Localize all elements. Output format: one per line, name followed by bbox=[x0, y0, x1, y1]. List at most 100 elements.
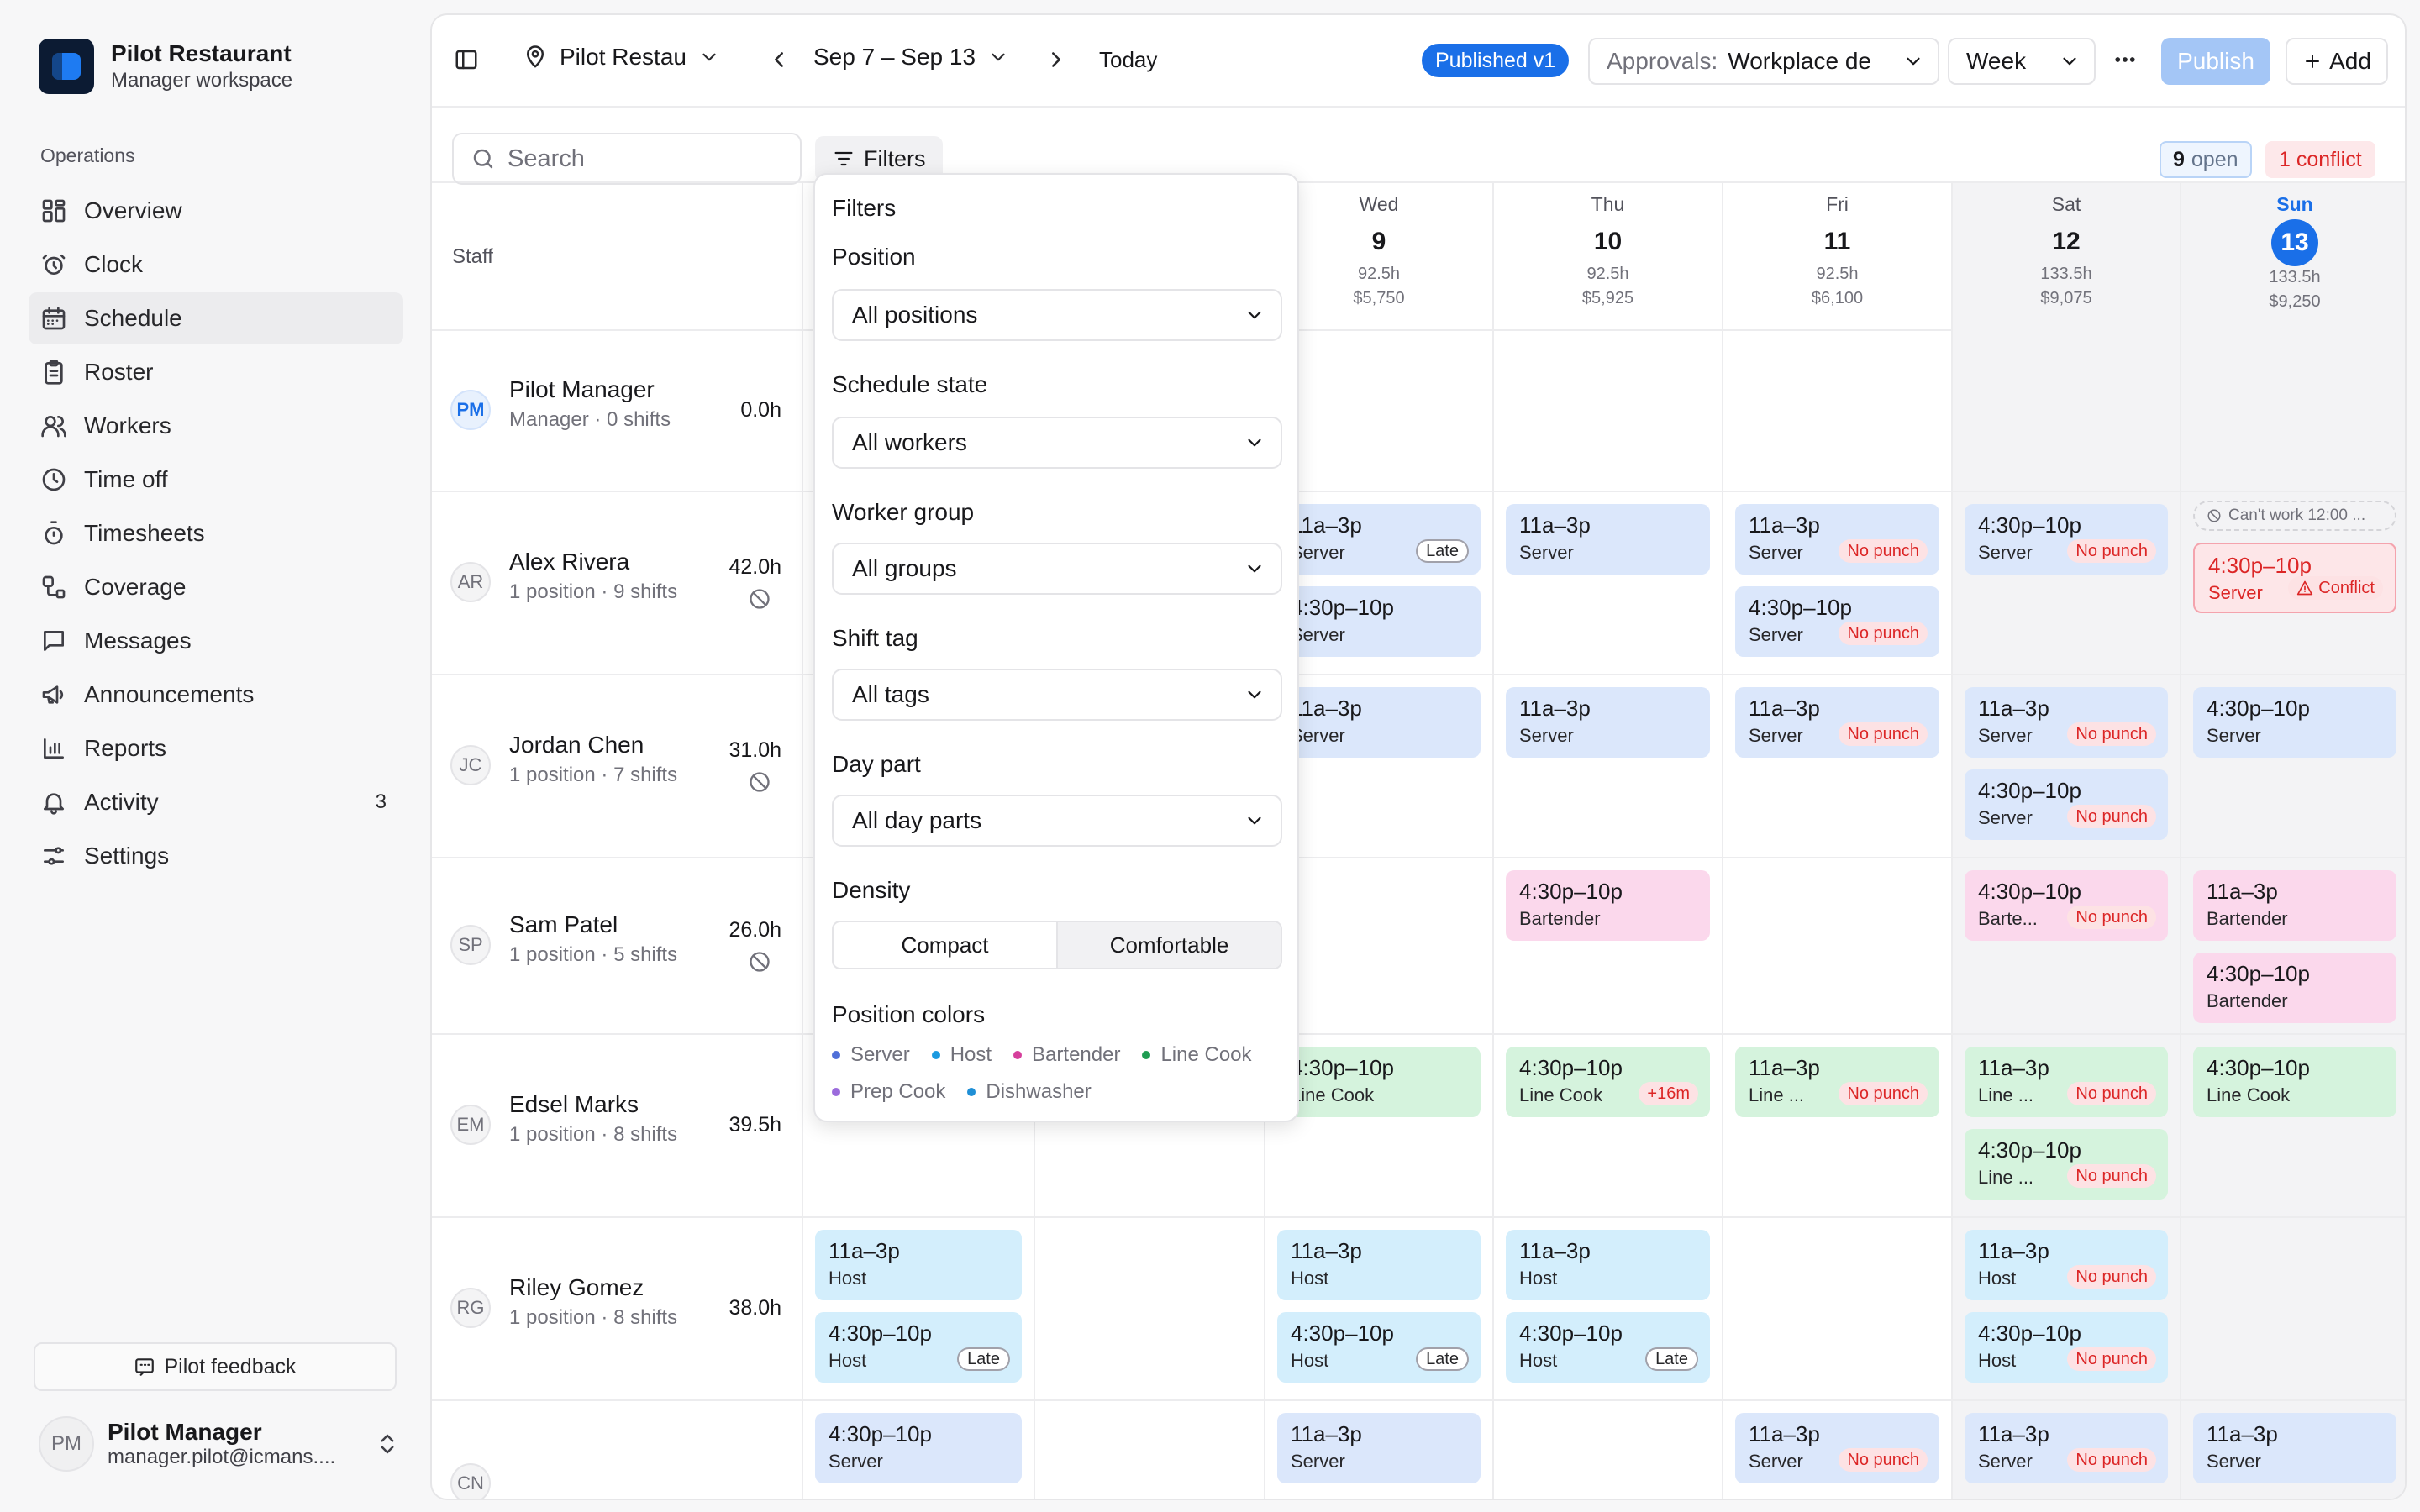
density-comfortable-option[interactable]: Comfortable bbox=[1056, 922, 1281, 968]
shift-card[interactable]: 4:30p–10p Host Late bbox=[815, 1312, 1022, 1383]
sidebar-item-coverage[interactable]: Coverage bbox=[29, 561, 403, 613]
shift-card[interactable]: 11a–3p Server No punch bbox=[1735, 687, 1939, 758]
shift-card[interactable]: 11a–3p Server bbox=[1277, 687, 1481, 758]
previous-week-button[interactable] bbox=[766, 47, 792, 72]
day-cell[interactable] bbox=[2180, 1218, 2405, 1399]
open-shifts-chip[interactable]: 9 open bbox=[2160, 141, 2252, 178]
schedule-state-select[interactable]: All workers bbox=[832, 417, 1282, 469]
approvals-select[interactable]: Approvals: Workplace de bbox=[1588, 38, 1939, 85]
day-cell[interactable]: 11a–3p Host No punch 4:30p–10p Host No punch bbox=[1951, 1218, 2180, 1399]
day-cell[interactable]: 11a–3p Server bbox=[2180, 1401, 2405, 1499]
date-range-select[interactable]: Sep 7 – Sep 13 bbox=[813, 44, 1009, 71]
day-cell[interactable] bbox=[1951, 331, 2180, 491]
toggle-sidebar-button[interactable] bbox=[454, 47, 479, 72]
day-cell[interactable]: 11a–3p Server No punch bbox=[1951, 1401, 2180, 1499]
shift-card[interactable]: 11a–3p Line ... No punch bbox=[1735, 1047, 1939, 1117]
publish-button[interactable]: Publish bbox=[2161, 38, 2270, 85]
shift-card[interactable]: 11a–3p Bartender bbox=[2193, 870, 2396, 941]
day-cell[interactable] bbox=[1722, 331, 1951, 491]
shift-card[interactable]: 4:30p–10p Host Late bbox=[1277, 1312, 1481, 1383]
day-cell[interactable] bbox=[1034, 1218, 1264, 1399]
day-cell[interactable]: 11a–3p Server No punch 4:30p–10p Server No pu… bbox=[1722, 492, 1951, 674]
staff-cell[interactable]: AR Alex Rivera 1 position · 9 shifts 42.0h bbox=[432, 492, 802, 674]
shift-card[interactable]: 11a–3p Host bbox=[1277, 1230, 1481, 1300]
day-cell[interactable]: 11a–3p Line ... No punch bbox=[1722, 1035, 1951, 1216]
day-cell[interactable]: 11a–3p Host 4:30p–10p Host Late bbox=[1492, 1218, 1722, 1399]
shift-card[interactable]: 4:30p–10p Barte... No punch bbox=[1965, 870, 2168, 941]
location-select[interactable]: Pilot Restau bbox=[523, 44, 720, 71]
shift-card[interactable]: 11a–3p Server bbox=[1506, 504, 1710, 575]
sidebar-item-overview[interactable]: Overview bbox=[29, 185, 403, 237]
sidebar-item-timesheets[interactable]: Timesheets bbox=[29, 507, 403, 559]
position-filter-select[interactable]: All positions bbox=[832, 289, 1282, 341]
sidebar-item-workers[interactable]: Workers bbox=[29, 400, 403, 452]
search-input[interactable] bbox=[508, 144, 793, 173]
shift-card[interactable]: 4:30p–10p Bartender bbox=[2193, 953, 2396, 1023]
sidebar-item-clock[interactable]: Clock bbox=[29, 239, 403, 291]
sidebar-item-announcements[interactable]: Announcements bbox=[29, 669, 403, 721]
user-menu[interactable]: PM Pilot Manager manager.pilot@icmans...… bbox=[39, 1416, 400, 1472]
shift-card[interactable]: 11a–3p Line ... No punch bbox=[1965, 1047, 2168, 1117]
day-cell[interactable]: 4:30p–10p Server bbox=[2180, 675, 2405, 857]
shift-card[interactable]: 4:30p–10p Line Cook +16m bbox=[1506, 1047, 1710, 1117]
shift-card[interactable]: 11a–3p Server No punch bbox=[1735, 1413, 1939, 1483]
shift-card[interactable]: 4:30p–10p Server bbox=[2193, 687, 2396, 758]
shift-card[interactable]: 11a–3p Server bbox=[1277, 1413, 1481, 1483]
day-cell[interactable] bbox=[1034, 1401, 1264, 1499]
sidebar-item-messages[interactable]: Messages bbox=[29, 615, 403, 667]
shift-card[interactable]: 4:30p–10p Server bbox=[1277, 586, 1481, 657]
day-cell[interactable]: 11a–3p Bartender 4:30p–10p Bartender bbox=[2180, 858, 2405, 1033]
day-cell[interactable]: 4:30p–10p Server bbox=[802, 1401, 1034, 1499]
shift-card[interactable]: 4:30p–10p Line Cook bbox=[1277, 1047, 1481, 1117]
day-cell[interactable]: 11a–3p Server bbox=[1264, 1401, 1492, 1499]
day-cell[interactable]: 4:30p–10p Bartender bbox=[1492, 858, 1722, 1033]
shift-tag-select[interactable]: All tags bbox=[832, 669, 1282, 721]
day-cell[interactable]: Can't work 12:00 ... 4:30p–10p Server Confl… bbox=[2180, 492, 2405, 674]
shift-card[interactable]: 4:30p–10p Server bbox=[815, 1413, 1022, 1483]
day-cell[interactable]: 4:30p–10p Line Cook bbox=[2180, 1035, 2405, 1216]
day-cell[interactable]: 11a–3p Host 4:30p–10p Host Late bbox=[802, 1218, 1034, 1399]
shift-card[interactable]: 4:30p–10p Server Conflict bbox=[2193, 543, 2396, 613]
day-cell[interactable] bbox=[2180, 331, 2405, 491]
chevron-up-down-icon[interactable] bbox=[375, 1431, 400, 1457]
day-cell[interactable]: 11a–3p Line ... No punch 4:30p–10p Line ... N… bbox=[1951, 1035, 2180, 1216]
shift-card[interactable]: 4:30p–10p Server No punch bbox=[1735, 586, 1939, 657]
shift-card[interactable]: 11a–3p Host bbox=[1506, 1230, 1710, 1300]
shift-card[interactable]: 4:30p–10p Server No punch bbox=[1965, 769, 2168, 840]
sidebar-item-time-off[interactable]: Time off bbox=[29, 454, 403, 506]
shift-card[interactable]: 4:30p–10p Host No punch bbox=[1965, 1312, 2168, 1383]
sidebar-item-activity[interactable]: Activity 3 bbox=[29, 776, 403, 828]
day-cell[interactable]: 4:30p–10p Barte... No punch bbox=[1951, 858, 2180, 1033]
day-part-select[interactable]: All day parts bbox=[832, 795, 1282, 847]
day-cell[interactable]: 11a–3p Server No punch bbox=[1722, 1401, 1951, 1499]
day-header-thu-10[interactable]: Thu 10 92.5h $5,925 bbox=[1492, 183, 1722, 331]
day-cell[interactable]: 11a–3p Server bbox=[1492, 492, 1722, 674]
shift-card[interactable]: 11a–3p Server No punch bbox=[1735, 504, 1939, 575]
view-select[interactable]: Week bbox=[1948, 38, 2096, 85]
staff-cell[interactable]: PM Pilot Manager Manager · 0 shifts 0.0h bbox=[432, 331, 802, 491]
staff-cell[interactable]: JC Jordan Chen 1 position · 7 shifts 31.0h bbox=[432, 675, 802, 857]
day-cell[interactable]: 4:30p–10p Server No punch bbox=[1951, 492, 2180, 674]
unavailability-note[interactable]: Can't work 12:00 ... bbox=[2193, 501, 2396, 531]
sidebar-item-reports[interactable]: Reports bbox=[29, 722, 403, 774]
shift-card[interactable]: 4:30p–10p Server No punch bbox=[1965, 504, 2168, 575]
shift-card[interactable]: 11a–3p Server bbox=[1506, 687, 1710, 758]
sidebar-item-settings[interactable]: Settings bbox=[29, 830, 403, 882]
day-cell[interactable]: 11a–3p Host 4:30p–10p Host Late bbox=[1264, 1218, 1492, 1399]
add-button[interactable]: Add bbox=[2286, 38, 2388, 85]
day-cell[interactable] bbox=[802, 331, 1034, 491]
shift-card[interactable]: 11a–3p Server No punch bbox=[1965, 1413, 2168, 1483]
day-cell[interactable]: 11a–3p Server No punch bbox=[1722, 675, 1951, 857]
shift-card[interactable]: 4:30p–10p Line Cook bbox=[2193, 1047, 2396, 1117]
day-cell[interactable] bbox=[1492, 1401, 1722, 1499]
sidebar-item-roster[interactable]: Roster bbox=[29, 346, 403, 398]
brand[interactable]: Pilot Restaurant Manager workspace bbox=[39, 39, 292, 94]
shift-card[interactable]: 4:30p–10p Host Late bbox=[1506, 1312, 1710, 1383]
day-header-sat-12[interactable]: Sat 12 133.5h $9,075 bbox=[1951, 183, 2180, 331]
shift-card[interactable]: 11a–3p Server bbox=[2193, 1413, 2396, 1483]
today-button[interactable]: Today bbox=[1099, 47, 1158, 72]
day-cell[interactable] bbox=[1492, 331, 1722, 491]
day-cell[interactable]: 11a–3p Server No punch 4:30p–10p Server No pu… bbox=[1951, 675, 2180, 857]
next-week-button[interactable] bbox=[1044, 47, 1069, 72]
shift-card[interactable]: 11a–3p Server Late bbox=[1277, 504, 1481, 575]
